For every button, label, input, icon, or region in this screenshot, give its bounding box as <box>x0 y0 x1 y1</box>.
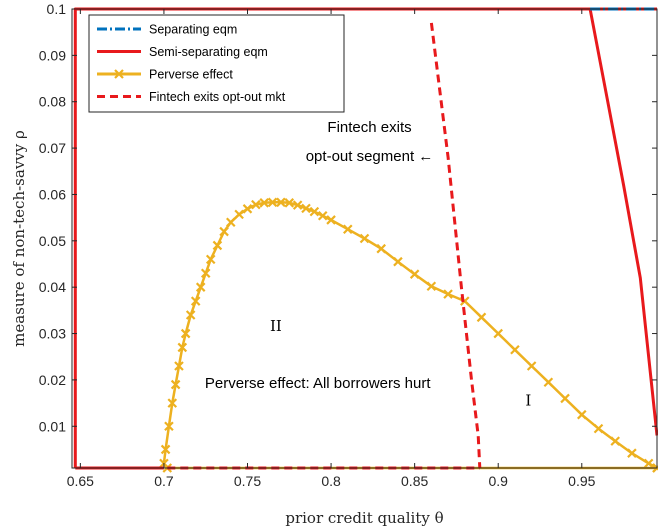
perverse-effect-marker <box>292 200 303 210</box>
perverse-effect-marker <box>627 448 637 458</box>
perverse-effect-marker <box>242 204 253 214</box>
perverse-effect-marker <box>267 197 278 208</box>
perverse-effect-marker <box>543 377 554 388</box>
perverse-effect-marker <box>309 206 320 217</box>
region-label-ii: II <box>270 317 282 335</box>
legend-entry: Separating eqm <box>97 23 237 37</box>
perverse-effect-line <box>162 201 658 470</box>
y-tick-label: 0.09 <box>39 47 66 63</box>
perverse-effect-marker <box>167 398 178 408</box>
perverse-effect-marker <box>195 282 206 292</box>
perverse-effect-marker <box>493 328 503 339</box>
perverse-effect-marker <box>426 281 437 292</box>
perverse-effect-marker <box>610 436 620 446</box>
perverse-effect-marker <box>393 256 403 267</box>
perverse-effect-marker <box>251 199 261 210</box>
y-tick-label: 0.04 <box>39 279 66 295</box>
legend: Separating eqm Semi-separating eqm Pervers… <box>88 14 345 113</box>
semi-separating-eqm-line <box>588 8 658 436</box>
legend-label: Separating eqm <box>149 23 237 37</box>
legend-entry: Semi-separating eqm <box>97 45 268 59</box>
perverse-effect-marker <box>190 296 201 306</box>
x-tick-label: 0.95 <box>568 473 595 489</box>
annotation-opt-out-segment: opt-out segment ← <box>306 148 434 165</box>
perverse-effect-marker <box>560 393 570 404</box>
x-tick-label: 0.8 <box>321 473 341 489</box>
y-tick-label: 0.07 <box>39 140 66 156</box>
legend-entry: Fintech exits opt-out mkt <box>97 90 286 104</box>
perverse-effect-marker <box>326 215 336 225</box>
perverse-effect-marker <box>476 312 487 323</box>
perverse-effect-marker <box>284 198 295 208</box>
fintech-exits-opt-out-mkt-line <box>429 22 482 469</box>
perverse-effect-marker <box>160 444 171 455</box>
perverse-effect-marker <box>170 379 181 390</box>
x-tick-label: 0.75 <box>234 473 261 489</box>
x-axis-label: prior credit quality θ <box>285 509 443 527</box>
perverse-effect-marker <box>205 254 216 265</box>
perverse-effect-marker <box>443 289 453 299</box>
axes: 0.65 0.7 0.75 0.8 0.85 0.9 0.95 0.01 0.02 0.03 0.0… <box>10 1 658 527</box>
perverse-effect-marker <box>359 233 370 244</box>
legend-box <box>88 14 345 113</box>
perverse-effect-marker <box>219 226 229 237</box>
annotation-perverse-effect: Perverse effect: All borrowers hurt <box>205 375 431 392</box>
legend-entry: Perverse effect <box>97 68 233 82</box>
x-tick-label: 0.85 <box>401 473 428 489</box>
y-axis-label: measure of non-tech-savvy ρ <box>10 130 28 347</box>
y-tick-label: 0.1 <box>47 1 67 17</box>
perverse-effect-marker <box>234 209 244 220</box>
x-tick-label: 0.65 <box>67 473 94 489</box>
y-tick-label: 0.05 <box>39 233 66 249</box>
perverse-effect-marker <box>343 224 353 235</box>
perverse-effect-marker <box>226 217 236 228</box>
x-tick-label: 0.7 <box>154 473 174 489</box>
y-tick-label: 0.01 <box>39 418 66 434</box>
axes-box <box>71 8 658 469</box>
y-tick-label: 0.02 <box>39 372 66 388</box>
perverse-effect-marker <box>164 421 174 432</box>
perverse-effect-marker <box>301 203 311 214</box>
annotation-fintech-exits: Fintech exits <box>327 119 411 136</box>
perverse-effect-marker <box>409 269 420 279</box>
perverse-effect-marker <box>510 344 520 355</box>
perverse-effect-marker <box>212 240 223 251</box>
perverse-effect-marker <box>376 243 386 254</box>
perverse-effect-marker <box>317 211 328 221</box>
perverse-effect-marker <box>643 458 654 469</box>
legend-label: Fintech exits opt-out mkt <box>149 90 286 104</box>
annotations: Fintech exits opt-out segment ← II Perverse… <box>205 119 531 410</box>
perverse-effect-marker <box>593 423 604 434</box>
perverse-effect-marker <box>526 361 537 371</box>
y-tick-label: 0.06 <box>39 186 66 202</box>
x-tick-label: 0.9 <box>488 473 508 489</box>
perverse-effect-marker <box>185 310 196 320</box>
perverse-effect-marker <box>177 342 188 353</box>
perverse-effect-marker <box>174 361 184 371</box>
y-tick-label: 0.08 <box>39 94 66 110</box>
perverse-effect-marker <box>200 268 211 279</box>
perverse-effect-marker <box>577 409 587 420</box>
legend-label: Perverse effect <box>149 68 233 82</box>
perverse-effect-marker <box>259 198 269 208</box>
perverse-effect-marker <box>276 197 286 208</box>
legend-label: Semi-separating eqm <box>149 45 268 59</box>
region-label-i: I <box>525 391 531 409</box>
y-tick-label: 0.03 <box>39 326 66 342</box>
perverse-effect-marker <box>180 328 191 339</box>
